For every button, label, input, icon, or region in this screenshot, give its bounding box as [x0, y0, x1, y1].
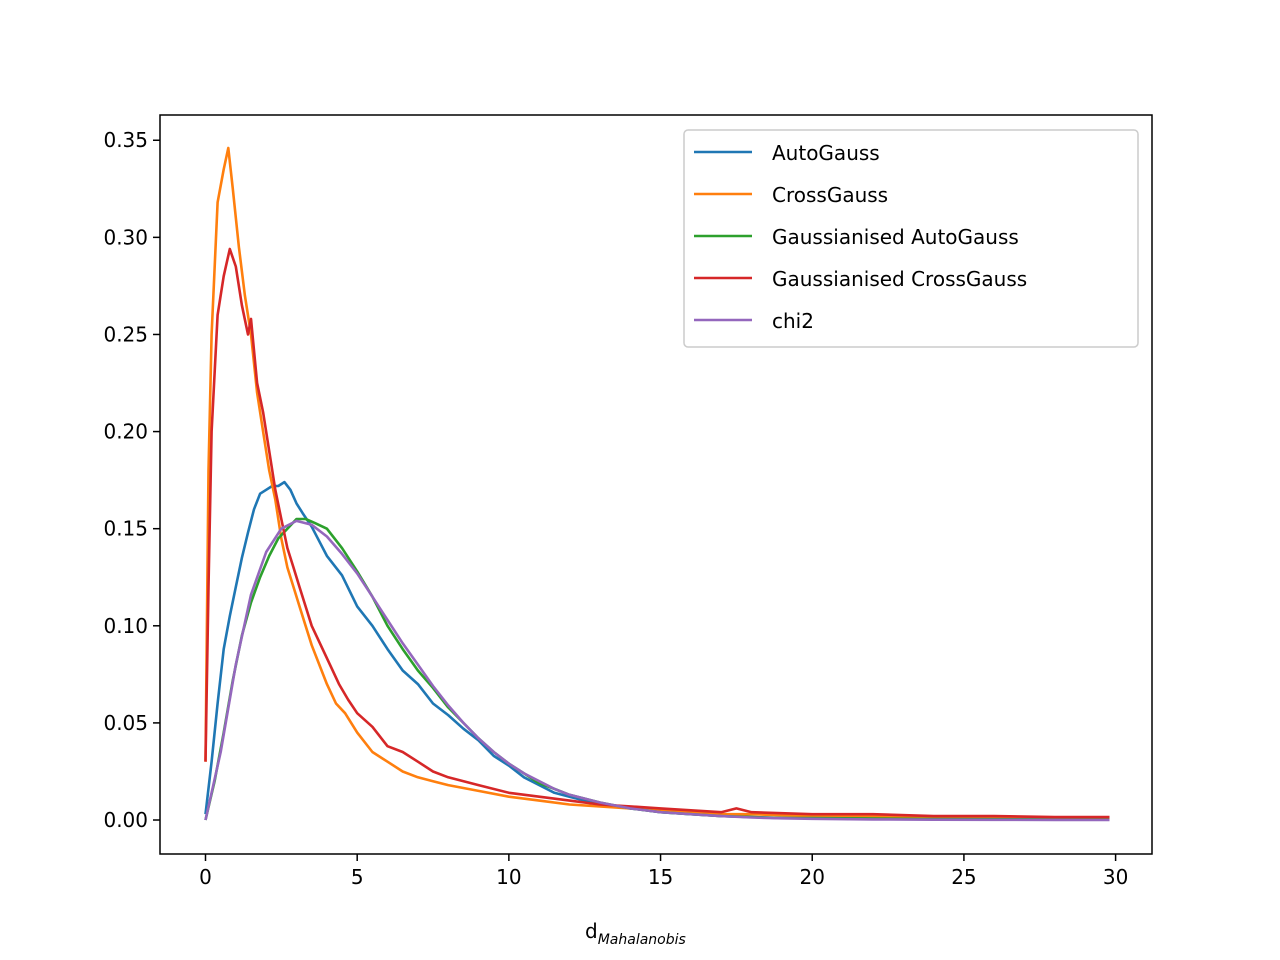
y-tick-label: 0.00 — [103, 808, 148, 832]
plot-frame — [159, 114, 1153, 855]
x-tick-label: 5 — [351, 865, 364, 889]
y-tick-label: 0.30 — [103, 225, 148, 249]
x-axis-label-main: d — [585, 919, 598, 943]
x-axis: 0 5 10 15 20 25 30 — [199, 854, 1128, 889]
x-tick-label: 30 — [1103, 865, 1128, 889]
x-axis-label-subscript: Mahalanobis — [598, 932, 686, 948]
x-axis-label: dMahalanobis — [585, 919, 686, 948]
legend-label-gaussianised-crossgauss: Gaussianised CrossGauss — [772, 267, 1027, 291]
legend-label-crossgauss: CrossGauss — [772, 183, 888, 207]
series-line-chi2 — [204, 519, 1110, 822]
y-tick-label: 0.20 — [103, 420, 148, 444]
series-line-gaussianised-crossgauss — [204, 247, 1110, 819]
y-tick-label: 0.05 — [103, 711, 148, 735]
legend-label-autogauss: AutoGauss — [772, 141, 880, 165]
y-tick-label: 0.25 — [103, 322, 148, 346]
x-tick-label: 20 — [800, 865, 825, 889]
legend-box — [683, 129, 1139, 348]
series-line-crossgauss — [204, 146, 1110, 820]
legend-label-chi2: chi2 — [772, 309, 814, 333]
y-tick-label: 0.15 — [103, 517, 148, 541]
y-tick-label: 0.35 — [103, 128, 148, 152]
x-tick-label: 25 — [951, 865, 976, 889]
y-tick-label: 0.10 — [103, 614, 148, 638]
x-tick-label: 10 — [496, 865, 521, 889]
series-layer — [204, 146, 1110, 822]
legend-label-gaussianised-autogauss: Gaussianised AutoGauss — [772, 225, 1019, 249]
legend: AutoGauss CrossGauss Gaussianised AutoGaus… — [683, 129, 1139, 348]
x-tick-label: 15 — [648, 865, 673, 889]
y-axis: 0.00 0.05 0.10 0.15 0.20 0.25 0.30 0.35 — [103, 128, 160, 832]
x-tick-label: 0 — [199, 865, 212, 889]
